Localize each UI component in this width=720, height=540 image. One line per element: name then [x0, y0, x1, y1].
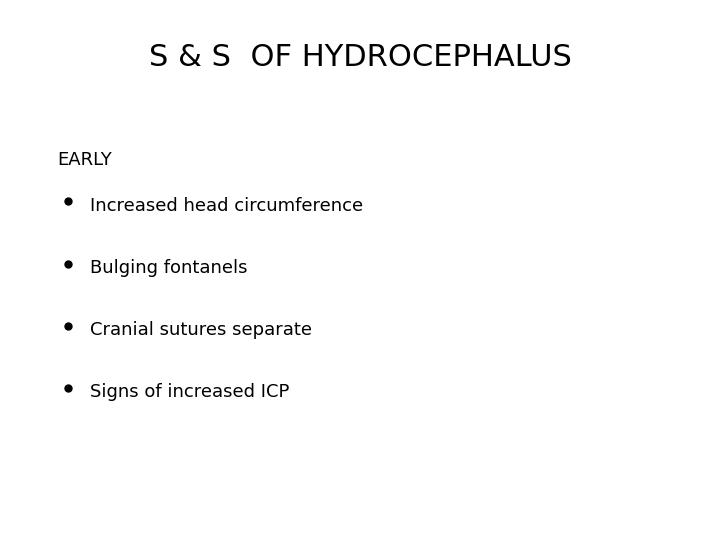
Text: EARLY: EARLY — [58, 151, 112, 169]
Text: Signs of increased ICP: Signs of increased ICP — [90, 383, 289, 401]
Text: Cranial sutures separate: Cranial sutures separate — [90, 321, 312, 339]
Text: Increased head circumference: Increased head circumference — [90, 197, 363, 215]
Text: S & S  OF HYDROCEPHALUS: S & S OF HYDROCEPHALUS — [148, 43, 572, 72]
Text: Bulging fontanels: Bulging fontanels — [90, 259, 248, 277]
